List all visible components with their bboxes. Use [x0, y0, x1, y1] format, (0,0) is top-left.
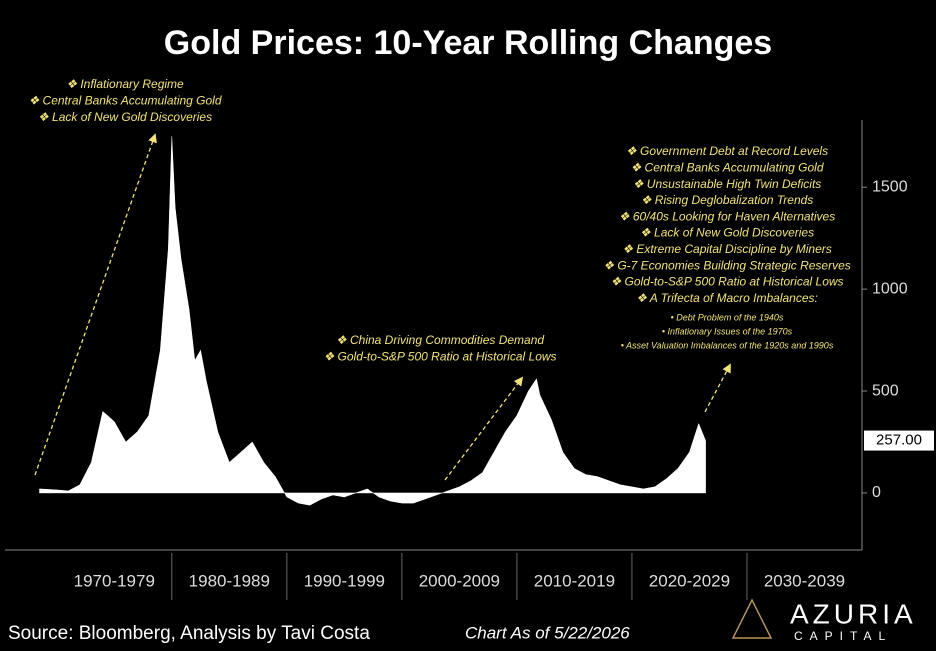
x-tick-label: 2020-2029 [649, 571, 730, 590]
y-tick-label: 1000 [872, 280, 908, 297]
annotation: ❖ Central Banks Accumulating Gold [630, 160, 823, 174]
annotation-sub: • Debt Problem of the 1940s [671, 312, 784, 322]
x-tick-label: 2030-2039 [764, 571, 845, 590]
annotation-sub: • Asset Valuation Imbalances of the 1920… [621, 340, 834, 350]
logo-mark [731, 598, 773, 639]
chart-title: Gold Prices: 10-Year Rolling Changes [164, 24, 772, 62]
annotation: ❖ A Trifecta of Macro Imbalances: [636, 291, 818, 305]
annotation: ❖ 60/40s Looking for Haven Alternatives [619, 209, 835, 223]
y-tick-label: 500 [872, 382, 899, 399]
area [39, 136, 706, 506]
arrows [34, 133, 731, 481]
logo-tagline: CAPITAL [794, 629, 892, 643]
annotation: ❖ Central Banks Accumulating Gold [28, 93, 221, 107]
x-tick-label: 1990-1999 [304, 571, 385, 590]
annotation: ❖ Extreme Capital Discipline by Miners [622, 242, 832, 256]
annotation: ❖ Government Debt at Record Levels [626, 144, 828, 158]
annotation-sub: • Inflationary Issues of the 1970s [662, 326, 793, 336]
source: Source: Bloomberg, Analysis by Tavi Cost… [8, 623, 370, 644]
arrow [444, 376, 524, 481]
x-tick-label: 2010-2019 [534, 571, 615, 590]
annotation: ❖ Rising Deglobalization Trends [641, 193, 814, 207]
annotation: ❖ Lack of New Gold Discoveries [640, 226, 814, 240]
annotation: ❖ G-7 Economies Building Strategic Reser… [603, 258, 851, 272]
y-tick-label: 0 [872, 484, 881, 501]
as-of: Chart As of 5/22/2026 [465, 623, 630, 642]
x-tick-label: 1970-1979 [74, 571, 155, 590]
x-tick-label: 1980-1989 [189, 571, 270, 590]
last-value-box [864, 430, 934, 451]
last-value-label: 257.00 [876, 432, 922, 449]
annotation: ❖ Lack of New Gold Discoveries [38, 110, 212, 124]
y-tick-label: 1500 [872, 178, 908, 195]
annotation: ❖ China Driving Commodities Demand [336, 333, 544, 347]
arrow [704, 363, 731, 413]
annotation: ❖ Gold-to-S&P 500 Ratio at Historical Lo… [323, 349, 556, 363]
logo-name: AZURIA [790, 598, 917, 629]
annotation: ❖ Unsustainable High Twin Deficits [633, 177, 822, 191]
annotation: ❖ Gold-to-S&P 500 Ratio at Historical Lo… [610, 275, 843, 289]
annotation: ❖ Inflationary Regime [66, 77, 184, 91]
arrow [34, 133, 157, 476]
x-tick-label: 2000-2009 [419, 571, 500, 590]
